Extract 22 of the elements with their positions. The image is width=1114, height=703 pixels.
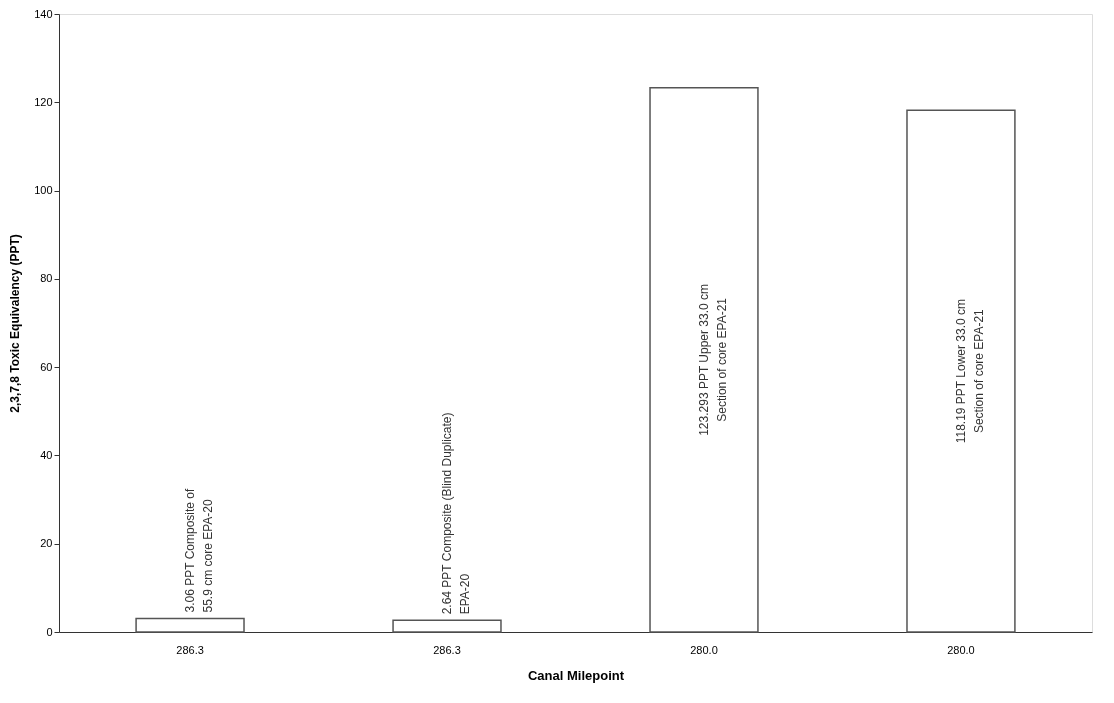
- bar: [392, 619, 502, 633]
- x-tick-label: 280.0: [947, 643, 975, 656]
- x-tick-label: 280.0: [690, 643, 718, 656]
- x-tick-label: 286.3: [433, 643, 461, 656]
- bar: [135, 617, 245, 633]
- y-tick-label: 140: [34, 7, 53, 20]
- y-tick-label: 40: [40, 448, 53, 461]
- data-label: 123.293 PPT Upper 33.0 cm Section of core EPA-21: [696, 283, 729, 436]
- y-axis-title: 2,3,7,8 Toxic Equivalency (PPT): [8, 234, 23, 413]
- bar: [906, 109, 1016, 633]
- data-label: 118.19 PPT Lower 33.0 cm Section of core EPA-21: [953, 298, 986, 444]
- bar: [649, 87, 759, 633]
- data-label: 3.06 PPT Composite of 55.9 cm core EPA-20: [183, 487, 216, 613]
- data-label: 2.64 PPT Composite (Blind Duplicate) EPA-20: [440, 412, 473, 615]
- x-tick-label: 286.3: [176, 643, 204, 656]
- y-tick-label: 20: [40, 537, 53, 550]
- y-tick-label: 120: [34, 95, 53, 108]
- y-tick-label: 0: [46, 625, 53, 638]
- x-axis-title: Canal Milepoint: [527, 667, 625, 683]
- y-tick-label: 60: [40, 360, 53, 373]
- y-tick-label: 80: [40, 272, 53, 285]
- y-tick-label: 100: [34, 184, 53, 197]
